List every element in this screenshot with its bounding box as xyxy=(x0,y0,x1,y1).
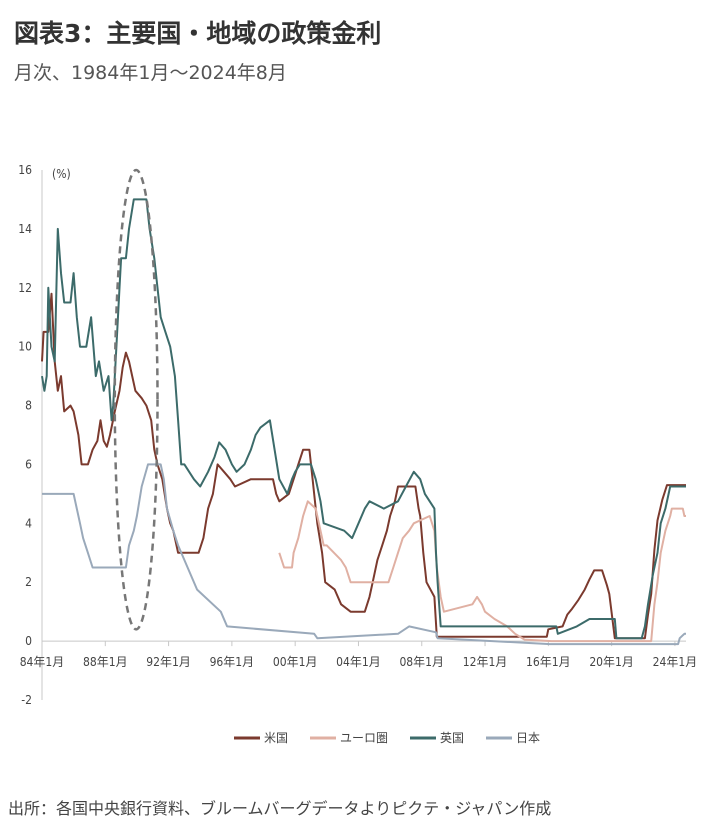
y-tick-label: 8 xyxy=(25,399,32,413)
y-tick-label: 0 xyxy=(25,634,32,648)
y-axis-label: (%) xyxy=(52,167,71,181)
y-tick-label: 12 xyxy=(18,281,32,295)
series-line-2 xyxy=(278,500,686,643)
y-tick-label: 2 xyxy=(25,575,32,589)
legend-label-1: 米国 xyxy=(264,731,288,745)
x-tick-label: 20年1月 xyxy=(589,655,634,669)
source-note: 出所：各国中央銀行資料、ブルームバーグデータよりピクテ・ジャパン作成 xyxy=(8,799,552,818)
x-tick-label: 00年1月 xyxy=(273,655,318,669)
legend-label-2: ユーロ圏 xyxy=(340,731,388,745)
policy-rate-chart: -2 0 2 4 6 8 10 12 14 16 (%) 84年1月 88年1月 92年1月 96年1月 00… xyxy=(18,163,698,745)
x-tick-label: 04年1月 xyxy=(336,655,381,669)
y-tick-label: 4 xyxy=(25,516,32,530)
x-tick-label: 24年1月 xyxy=(653,655,698,669)
x-tick-label: 08年1月 xyxy=(399,655,444,669)
chart-subtitle: 月次、1984年1月～2024年8月 xyxy=(14,62,287,84)
chart-title: 図表3：主要国・地域の政策金利 xyxy=(14,19,382,48)
y-tick-label: 6 xyxy=(25,457,32,471)
x-tick-label: 92年1月 xyxy=(146,655,191,669)
y-tick-label: 16 xyxy=(18,163,32,177)
x-tick-label: 12年1月 xyxy=(463,655,508,669)
y-tick-label: -2 xyxy=(21,693,32,707)
series-line-4 xyxy=(42,463,686,646)
x-tick-label: 88年1月 xyxy=(83,655,128,669)
legend-label-4: 日本 xyxy=(516,731,540,745)
series-line-1 xyxy=(41,292,686,640)
highlight-ellipse xyxy=(113,168,159,631)
legend-label-3: 英国 xyxy=(440,731,464,745)
x-tick-label: 96年1月 xyxy=(210,655,255,669)
series-line-3 xyxy=(41,198,686,640)
y-tick-label: 10 xyxy=(18,340,32,354)
x-tick-label: 84年1月 xyxy=(20,655,65,669)
y-tick-label: 14 xyxy=(18,222,32,236)
x-tick-label: 16年1月 xyxy=(526,655,571,669)
